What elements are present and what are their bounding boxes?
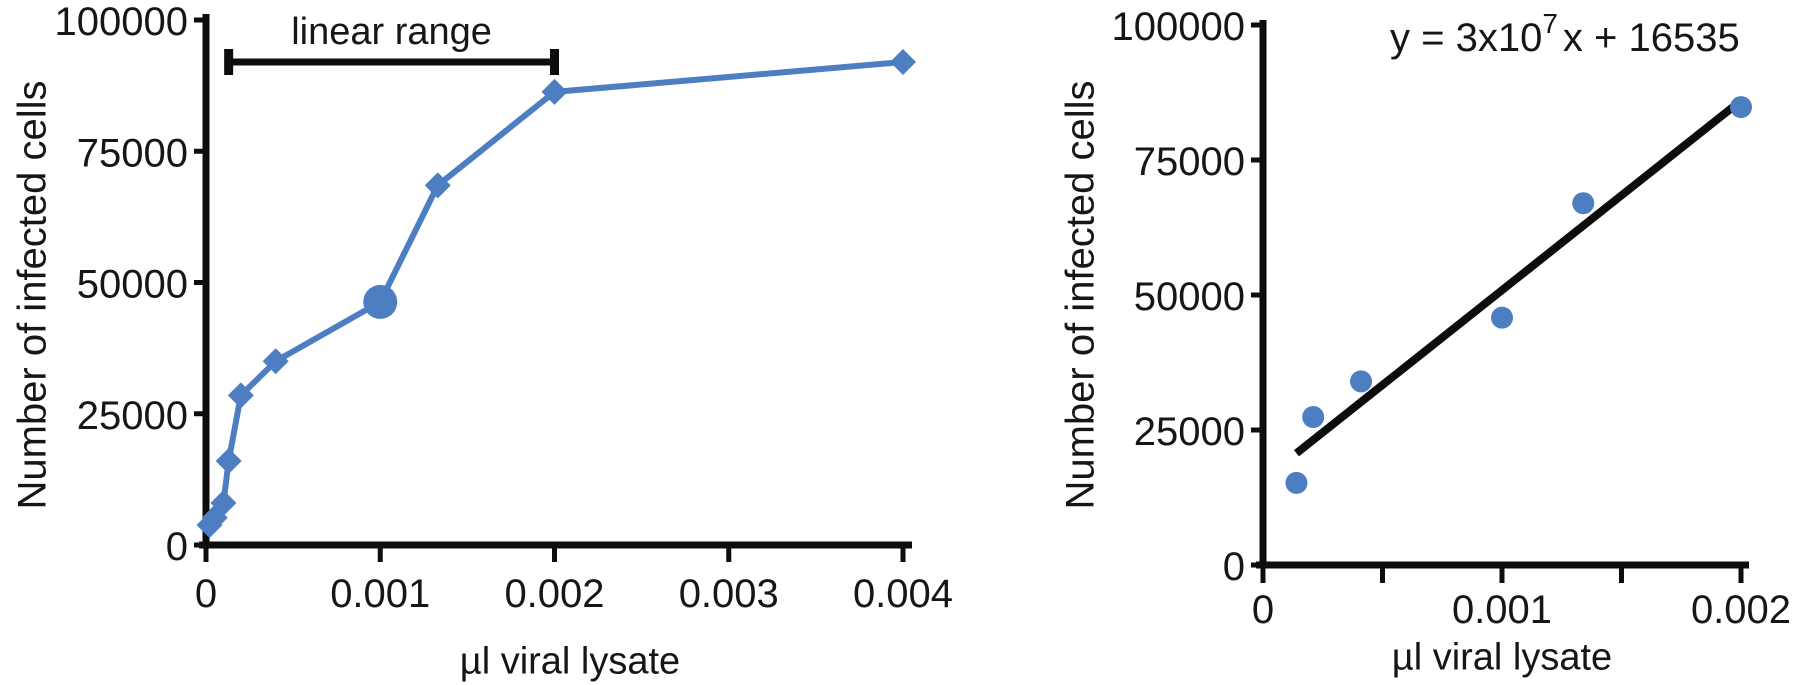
y-tick-label: 50000 <box>1134 275 1245 319</box>
equation-exponent: 7 <box>1542 8 1558 39</box>
data-point-circle <box>1491 306 1513 329</box>
y-tick-label: 25000 <box>77 394 188 438</box>
left-x-axis-title: µl viral lysate <box>459 640 681 683</box>
data-point-circle <box>1572 192 1595 215</box>
trendline <box>1293 97 1744 457</box>
trendline-equation: y = 3x107 x + 16535 <box>1390 8 1740 61</box>
data-point-diamond <box>210 490 237 516</box>
right-y-axis-title: Number of infected cells <box>1058 80 1103 510</box>
x-tick-label: 0.002 <box>1691 588 1791 632</box>
x-tick-label: 0.002 <box>504 572 604 616</box>
left-y-axis-title: Number of infected cells <box>10 80 55 510</box>
data-line <box>206 59 906 529</box>
equation-suffix: x + 16535 <box>1562 16 1740 60</box>
x-tick-label: 0.003 <box>679 572 779 616</box>
data-point-diamond <box>227 382 254 409</box>
y-tick-label: 0 <box>166 525 188 569</box>
y-tick-label: 100000 <box>1112 5 1245 49</box>
equation-prefix: y = 3x10 <box>1390 16 1543 60</box>
data-point-circle <box>1302 406 1325 429</box>
y-tick-label: 100000 <box>55 0 188 44</box>
y-tick-label: 0 <box>1223 545 1245 589</box>
x-tick-label: 0 <box>195 572 217 616</box>
x-tick-label: 0.004 <box>853 572 953 616</box>
data-point-circle <box>1730 96 1752 119</box>
x-tick-label: 0.001 <box>330 572 430 616</box>
linear-range-label: linear range <box>291 11 492 53</box>
data-point-circle <box>363 284 398 319</box>
data-point-circle <box>1285 471 1308 494</box>
data-point-circle <box>1349 370 1372 393</box>
data-point-diamond <box>215 448 242 474</box>
data-point-diamond <box>890 49 916 75</box>
data-point-diamond <box>541 78 568 105</box>
right-x-axis-title: µl viral lysate <box>1391 636 1613 679</box>
data-point-diamond <box>262 348 289 375</box>
x-tick-label: 0.001 <box>1452 588 1552 632</box>
y-tick-label: 50000 <box>77 263 188 307</box>
y-tick-label: 75000 <box>1134 140 1245 184</box>
data-point-diamond <box>424 172 451 199</box>
y-tick-label: 25000 <box>1134 410 1245 454</box>
x-tick-label: 0 <box>1252 588 1274 632</box>
y-tick-label: 75000 <box>77 131 188 175</box>
